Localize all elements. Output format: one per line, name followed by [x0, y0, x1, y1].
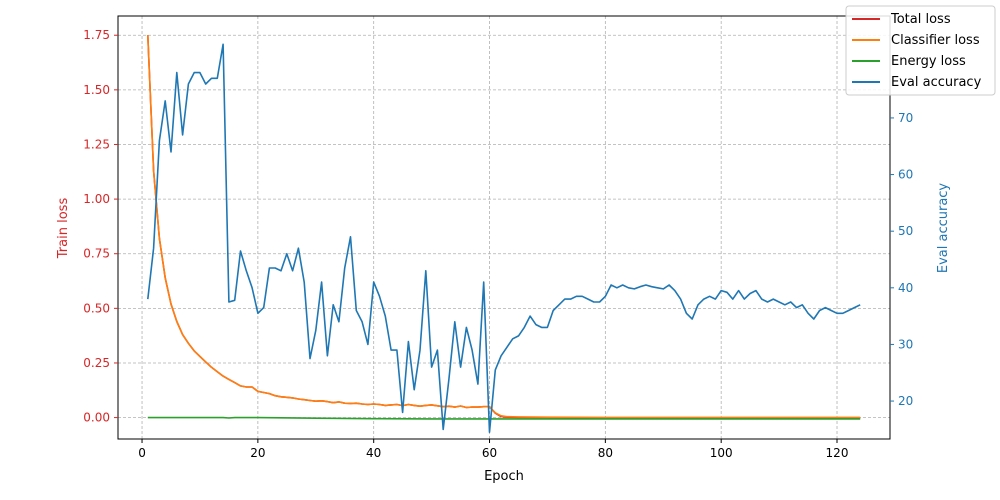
x-axis-label: Epoch	[484, 469, 524, 484]
y-right-tick-label: 20	[898, 394, 913, 408]
y-left-tick-label: 0.25	[83, 356, 110, 370]
y-axis-left-label: Train loss	[56, 198, 71, 260]
y-left-tick-label: 0.50	[83, 301, 110, 315]
series-line-energy-loss	[147, 416, 861, 420]
x-tick-label: 100	[710, 446, 733, 460]
x-tick-label: 60	[482, 446, 497, 460]
series-lines	[147, 35, 861, 433]
y-right-tick-label: 70	[898, 111, 913, 125]
legend-label-eval-accuracy: Eval accuracy	[891, 75, 982, 90]
y-left-tick-label: 0.75	[83, 247, 110, 261]
legend-label-energy-loss: Energy loss	[891, 54, 966, 69]
y-axis-right-label: Eval accuracy	[936, 183, 951, 274]
y-right-tick-label: 40	[898, 281, 913, 295]
x-tick-label: 40	[366, 446, 381, 460]
y-left-tick-label: 0.00	[83, 411, 110, 425]
y-left-tick-label: 1.75	[83, 28, 110, 42]
y-left-tick-label: 1.00	[83, 192, 110, 206]
plot-frame	[117, 15, 891, 440]
x-tick-label: 0	[138, 446, 146, 460]
y-right-tick-label: 60	[898, 168, 913, 182]
y-left-tick-label: 1.25	[83, 137, 110, 151]
y-right-tick-label: 30	[898, 337, 913, 351]
legend-label-total-loss: Total loss	[890, 12, 951, 27]
x-tick-label: 120	[826, 446, 849, 460]
legend-box	[845, 5, 996, 96]
series-line-eval-accuracy	[147, 43, 861, 433]
x-tick-label: 80	[598, 446, 613, 460]
legend: Total loss Classifier loss Energy loss Eval…	[845, 5, 996, 96]
y-left-tick-label: 1.50	[83, 83, 110, 97]
series-line-classifier-loss	[147, 35, 861, 419]
x-tick-label: 20	[250, 446, 265, 460]
axis-ticks: 0 20 40 60 80 100 120 0.00 0.25 0.50 0.75 1.00 1.25 1…	[83, 28, 913, 460]
y-right-tick-label: 50	[898, 224, 913, 238]
legend-label-classifier-loss: Classifier loss	[891, 33, 980, 48]
